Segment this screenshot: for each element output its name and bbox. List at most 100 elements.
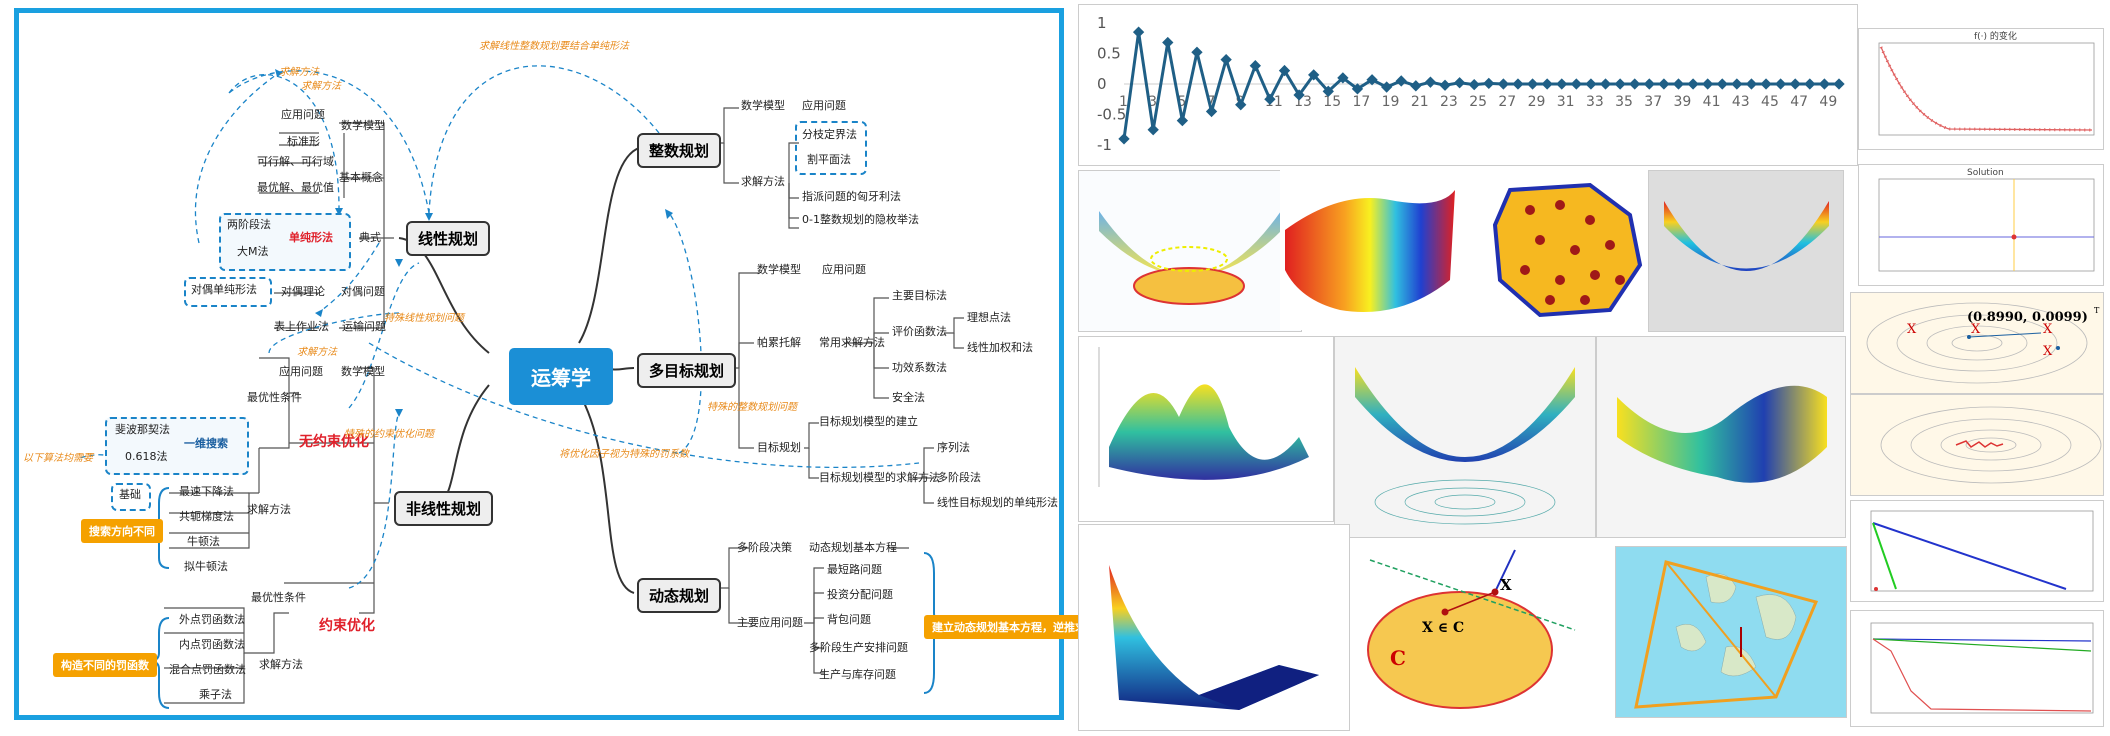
data-point	[1599, 78, 1612, 90]
ip-bb: 分枝定界法	[802, 128, 857, 141]
lp-dual-simplex: 对偶单纯形法	[191, 283, 257, 296]
branch-dynamic-programming[interactable]: 动态规划	[637, 578, 722, 613]
nlp-app: 应用问题	[279, 365, 323, 378]
nlp-opt-cond: 最优性条件	[247, 391, 302, 404]
nlp-base: 基础	[119, 488, 141, 501]
data-point	[1205, 105, 1218, 118]
feasible-disk	[1133, 267, 1245, 305]
ip-method-box	[795, 121, 867, 175]
nlp-line-search: 一维搜索	[184, 437, 228, 450]
x1-label: X	[2043, 344, 2053, 359]
lp-table: 表上作业法	[274, 320, 329, 333]
x-in-c-label: X ∈ C	[1422, 620, 1464, 636]
y-tick-label: -1	[1097, 136, 1112, 154]
series-line	[1122, 31, 1839, 140]
nlp-interior: 内点罚函数法	[179, 638, 245, 651]
data-point	[1497, 78, 1510, 90]
nlp-constrained: 约束优化	[319, 618, 375, 634]
lp-method-box	[219, 213, 351, 271]
data-point	[1453, 77, 1466, 89]
x-tick-label: 35	[1615, 94, 1633, 110]
nlp-unconstrained: 无约束优化	[299, 434, 369, 450]
data-point	[1716, 78, 1728, 90]
data-point	[1410, 80, 1422, 92]
x-tick-label: 19	[1382, 94, 1400, 110]
ip-model: 数学模型	[741, 99, 785, 112]
note-method-a: 求解方法	[279, 67, 319, 78]
data-point	[1118, 133, 1130, 145]
dp-production: 多阶段生产安排问题	[809, 641, 908, 654]
mo-common: 常用求解方法	[819, 336, 885, 349]
nlp-fib: 斐波那契法	[115, 423, 170, 436]
branch-integer-programming[interactable]: 整数规划	[637, 133, 722, 168]
center-node[interactable]: 运筹学	[509, 348, 613, 405]
data-point	[1745, 78, 1758, 90]
data-point	[1774, 78, 1787, 90]
lp-std: 标准形	[287, 135, 320, 148]
data-point	[1176, 114, 1189, 127]
x-tick-label: 33	[1586, 94, 1604, 110]
x2-label: X	[2043, 322, 2053, 337]
x-star-label: X	[1971, 322, 1981, 337]
dp-inventory: 生产与库存问题	[819, 668, 896, 681]
nlp-cg: 共轭梯度法	[179, 510, 234, 523]
x-tick-label: 45	[1761, 94, 1779, 110]
data-point	[1658, 78, 1670, 90]
data-point	[1731, 78, 1743, 90]
oscillation-chart-svg: 10.50-0.5-113579111315171921232527293133…	[1097, 14, 1845, 154]
nlp-exterior: 外点罚函数法	[179, 613, 245, 626]
y-tick-label: 0	[1097, 75, 1107, 93]
data-point	[1541, 78, 1553, 90]
edge-center-ip	[578, 147, 640, 344]
svg-text:T: T	[2094, 306, 2100, 315]
note-special-lp: 特殊线性规划问题	[384, 313, 464, 324]
dp-main-app: 主要应用问题	[737, 616, 803, 629]
ip-cut: 割平面法	[807, 153, 851, 166]
branch-multi-objective[interactable]: 多目标规划	[637, 353, 737, 388]
y-tick-label: 1	[1097, 14, 1107, 32]
zigzag-path	[1955, 440, 2004, 448]
nlp-golden: 0.618法	[125, 450, 168, 463]
series-steepest	[1872, 522, 2067, 590]
convex-hull-figure	[1480, 170, 1650, 330]
x-star-projection: X	[1500, 576, 1512, 594]
data-point	[1337, 72, 1349, 84]
surface-saddle-color	[1280, 170, 1460, 330]
data-point	[1818, 78, 1831, 90]
note-special-ip: 特殊的整数规划问题	[707, 402, 797, 413]
data-point	[1614, 78, 1626, 90]
x-tick-label: 47	[1790, 94, 1808, 110]
dp-invest: 投资分配问题	[827, 588, 893, 601]
dp-basic-eq: 动态规划基本方程	[809, 541, 897, 554]
solution-point	[2011, 234, 2017, 240]
data-point	[1687, 78, 1699, 90]
mo-pareto: 帕累托解	[757, 336, 801, 349]
data-point	[1629, 78, 1641, 90]
surface-bowl-contour	[1078, 170, 1302, 332]
dp-multi-decision: 多阶段决策	[737, 541, 792, 554]
nlp-mixed: 混合点罚函数法	[169, 663, 246, 676]
data-point	[1643, 78, 1655, 90]
dual-simplex-box	[184, 277, 272, 307]
ip-assign: 指派问题的匈牙利法	[802, 190, 901, 203]
surface-rainbow-bowl	[1648, 170, 1844, 332]
convex-hull	[1492, 182, 1643, 318]
mo-safety: 安全法	[892, 391, 925, 404]
data-point	[1380, 81, 1393, 93]
data-point	[1132, 26, 1145, 38]
oscillation-chart: 10.50-0.5-113579111315171921232527293133…	[1078, 4, 1858, 166]
contour-zigzag	[1850, 394, 2104, 496]
lp-simplex: 单纯形法	[289, 231, 333, 244]
note-method-b: 求解方法	[301, 81, 341, 92]
x-tick-label: 49	[1819, 94, 1837, 110]
x-tick-label: 25	[1469, 94, 1487, 110]
mo-efficacy: 功效系数法	[892, 361, 947, 374]
data-point	[1760, 78, 1772, 90]
edge-center-dp	[578, 392, 635, 594]
branch-nonlinear-programming[interactable]: 非线性规划	[394, 491, 494, 526]
lp-canonical: 典式	[359, 231, 381, 244]
surface-decay	[1078, 524, 1350, 731]
branch-linear-programming[interactable]: 线性规划	[406, 221, 491, 256]
series-cg	[1872, 522, 1897, 590]
contour-iterates: (0.8990, 0.0099) T X X X X	[1850, 292, 2104, 394]
